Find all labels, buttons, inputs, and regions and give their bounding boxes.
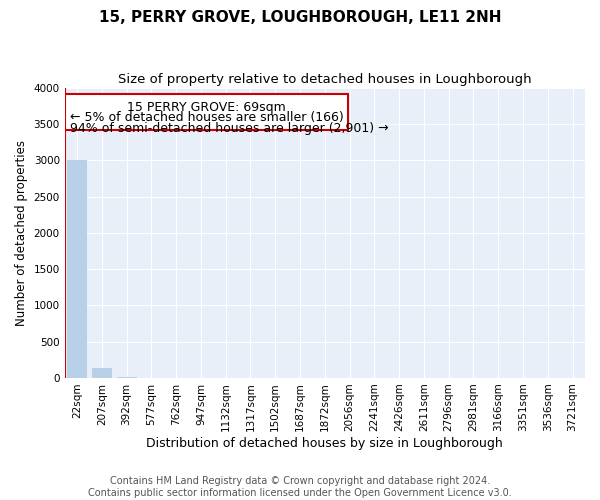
Text: 94% of semi-detached houses are larger (2,901) →: 94% of semi-detached houses are larger (… [70, 122, 388, 135]
Bar [92, 368, 112, 378]
Y-axis label: Number of detached properties: Number of detached properties [15, 140, 28, 326]
FancyBboxPatch shape [65, 94, 348, 130]
Text: 15, PERRY GROVE, LOUGHBOROUGH, LE11 2NH: 15, PERRY GROVE, LOUGHBOROUGH, LE11 2NH [99, 10, 501, 25]
Text: ← 5% of detached houses are smaller (166): ← 5% of detached houses are smaller (166… [70, 112, 344, 124]
Text: 15 PERRY GROVE: 69sqm: 15 PERRY GROVE: 69sqm [127, 101, 286, 114]
Title: Size of property relative to detached houses in Loughborough: Size of property relative to detached ho… [118, 72, 532, 86]
Bar [67, 160, 87, 378]
X-axis label: Distribution of detached houses by size in Loughborough: Distribution of detached houses by size … [146, 437, 503, 450]
Text: Contains HM Land Registry data © Crown copyright and database right 2024.
Contai: Contains HM Land Registry data © Crown c… [88, 476, 512, 498]
